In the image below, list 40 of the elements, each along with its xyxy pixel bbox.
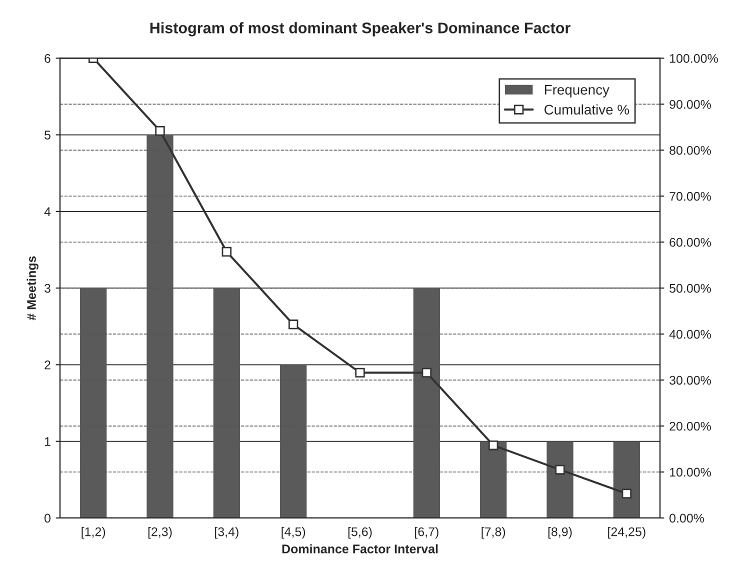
y-tick-label: 3 (44, 284, 50, 293)
y-tick-label: 2 (44, 360, 50, 370)
chart-title: Histogram of most dominant Speaker's Dominance Factor (150, 22, 570, 36)
point (488, 440, 498, 450)
y-tick-label: 6 (44, 54, 50, 63)
point (422, 368, 432, 378)
y-tick-label: 4 (44, 207, 51, 216)
point (622, 488, 632, 498)
y2-tick-label: 80.00% (670, 146, 711, 155)
y2-tick-label: 40.00% (669, 330, 711, 339)
y2-tick-label: 60.00% (670, 238, 711, 247)
point (355, 368, 365, 378)
y-axis-title: # Meetings (26, 256, 38, 320)
x-tick-label: [6,7) (415, 527, 438, 539)
y2-tick-label: 70.00% (670, 192, 711, 201)
legend-label: Cumulative % (544, 104, 630, 115)
y2-tick-label: 0.00% (670, 514, 704, 523)
y-tick-label: 0 (44, 514, 50, 523)
y2-tick-label: 30.00% (670, 376, 711, 385)
x-axis-title: Dominance Factor Interval (282, 544, 438, 554)
x-tick-label: [24,25) (608, 527, 646, 539)
y-tick-label: 1 (44, 437, 50, 446)
point (288, 320, 298, 330)
x-tick-label: [3,4) (215, 527, 238, 539)
y-tick-label: 5 (44, 130, 50, 140)
x-tick-label: [8,9) (548, 527, 572, 539)
y2-tick-label: 50.00% (670, 284, 711, 293)
point (555, 464, 565, 475)
point (222, 246, 232, 257)
x-tick-label: [5,6) (348, 527, 372, 539)
x-tick-label: [1,2) (82, 527, 106, 539)
x-tick-label: [2,3) (148, 527, 172, 539)
point (155, 126, 165, 136)
legend-label: Frequency (544, 85, 610, 98)
y2-tick-label: 90.00% (670, 100, 711, 109)
x-tick-label: [7,8) (482, 527, 506, 539)
x-tick-label: [4,5) (282, 527, 306, 539)
y2-tick-label: 20.00% (670, 422, 711, 431)
y2-tick-label: 100.00% (670, 54, 718, 63)
y2-tick-label: 10.00% (670, 468, 711, 477)
